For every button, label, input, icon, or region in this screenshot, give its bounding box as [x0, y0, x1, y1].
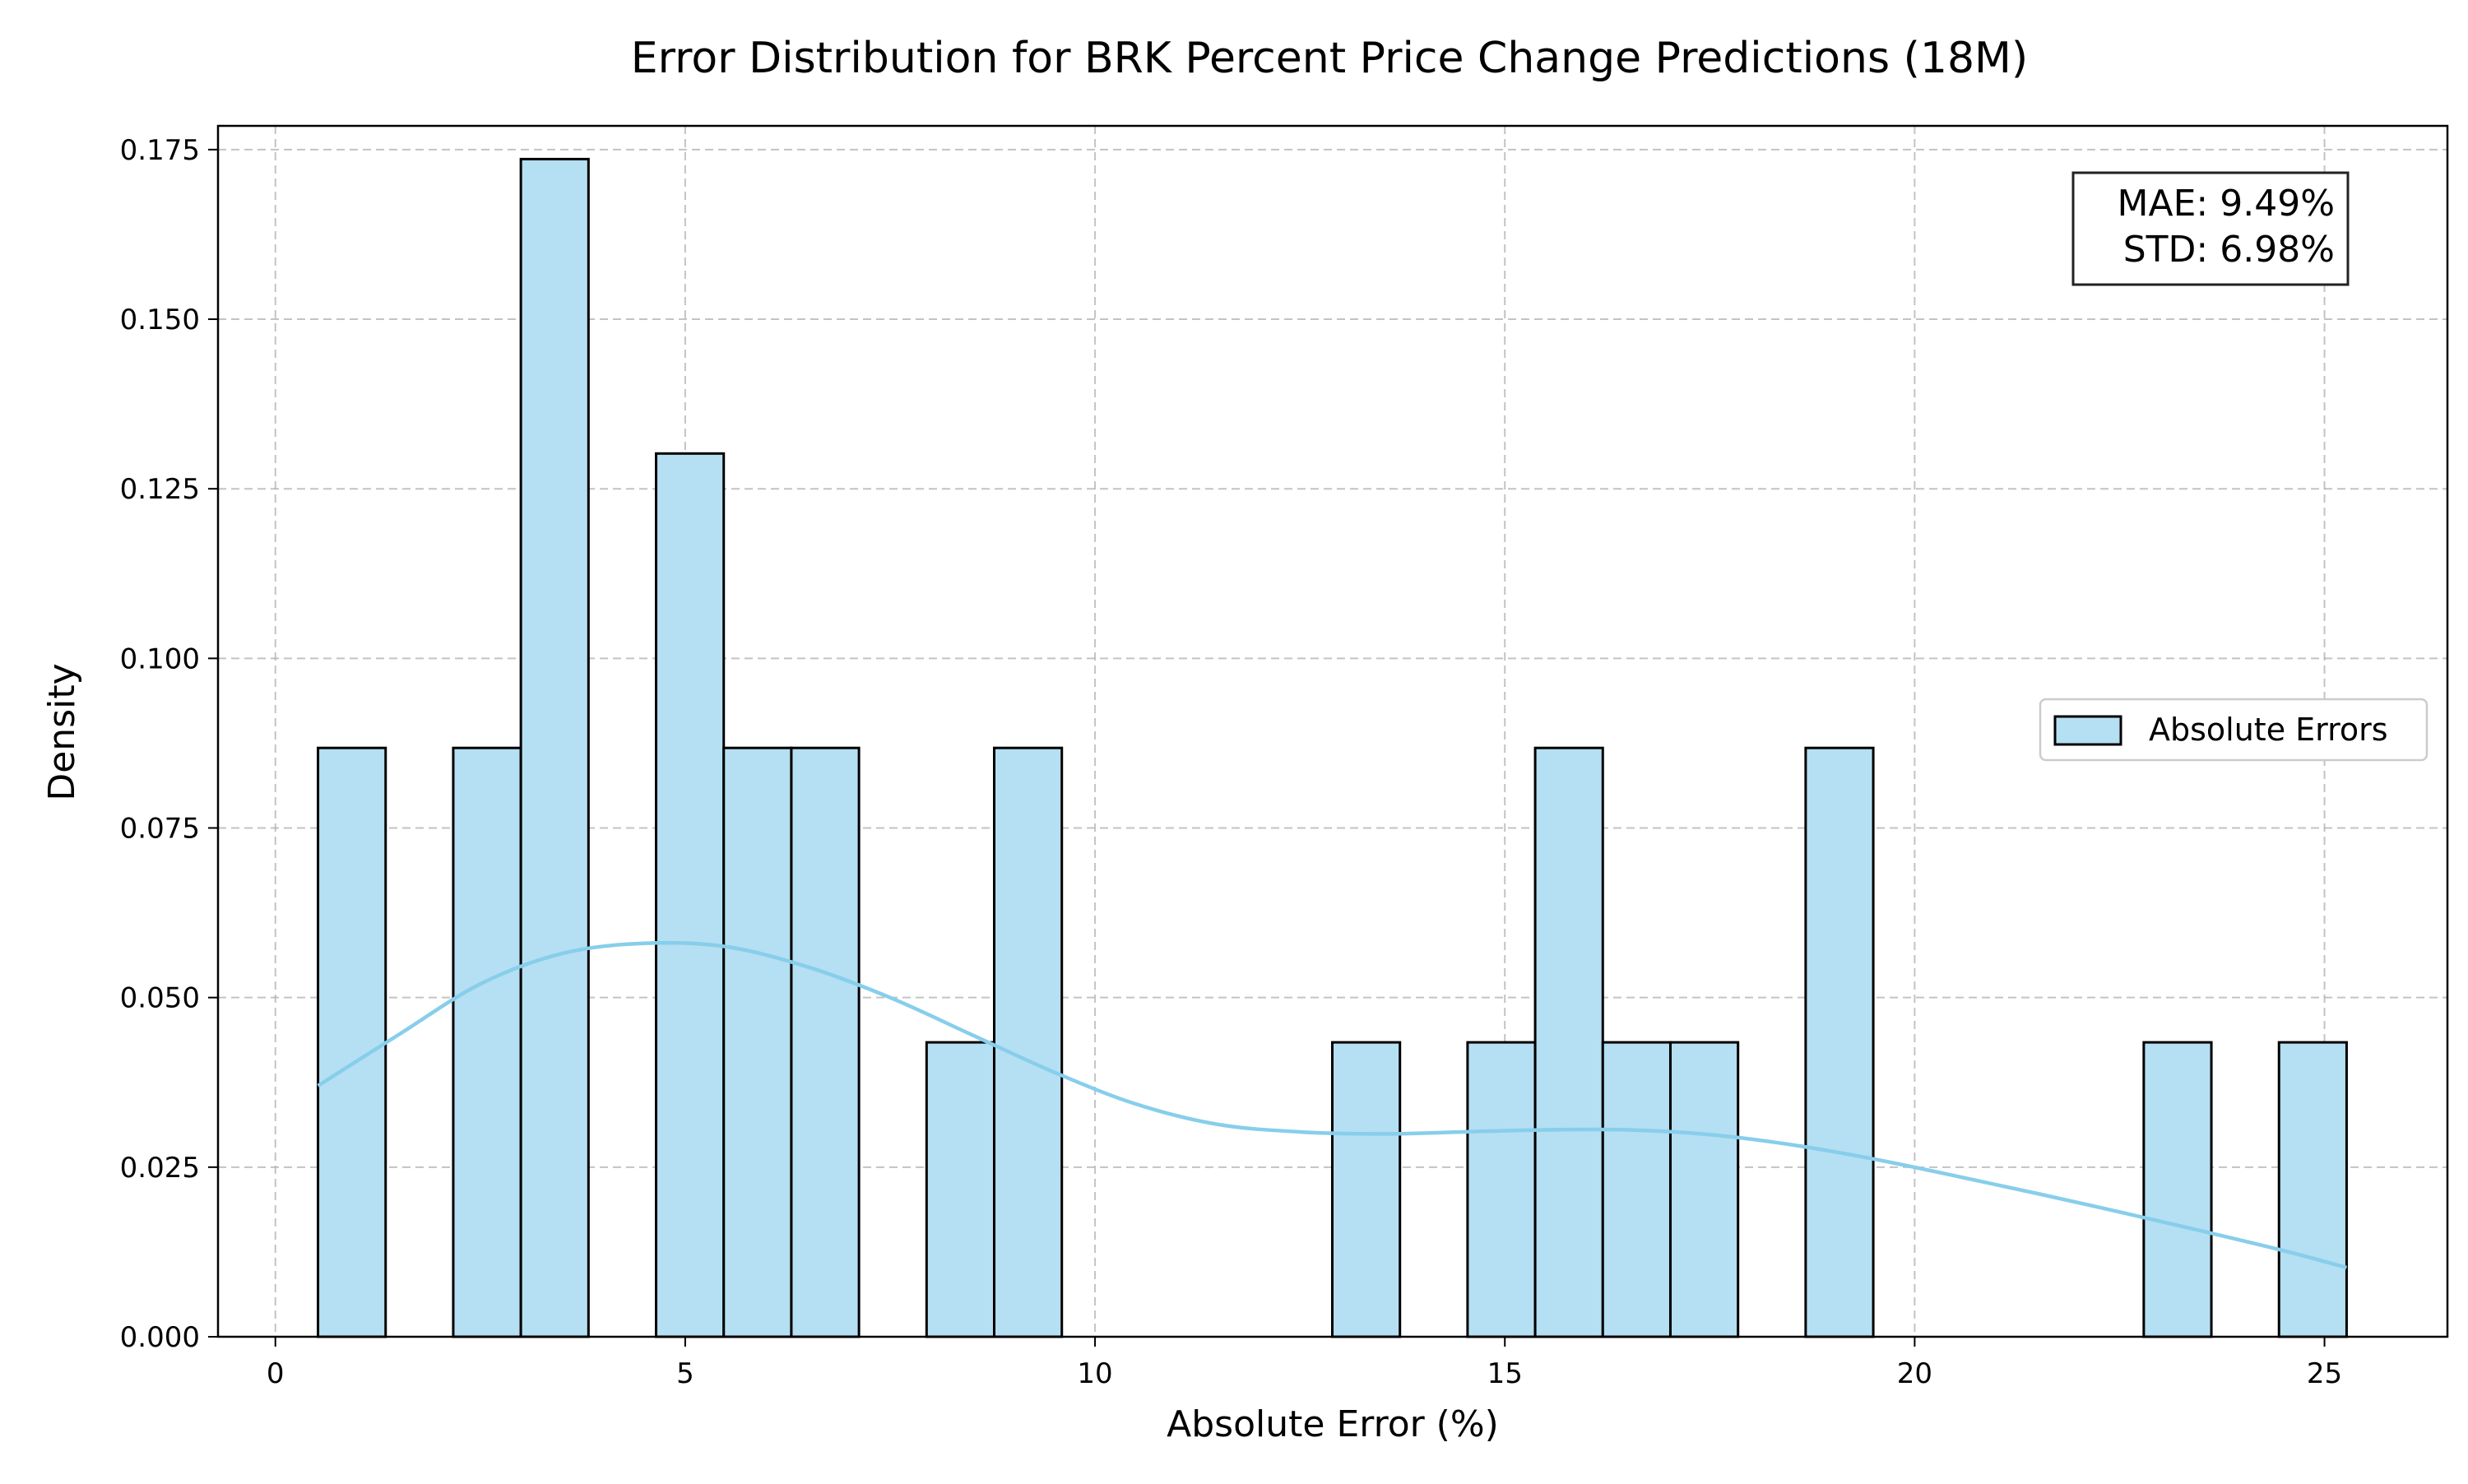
histogram-bar	[2142, 1041, 2213, 1338]
x-tick-label: 10	[1077, 1357, 1112, 1390]
y-tick-label: 0.125	[120, 473, 200, 506]
y-axis-label: Density	[41, 663, 83, 800]
chart-title: Error Distribution for BRK Percent Price…	[631, 34, 2028, 83]
stats-box	[2071, 171, 2350, 286]
histogram-bar	[1331, 1041, 1402, 1338]
histogram-bar	[722, 746, 793, 1338]
legend: Absolute Errors	[2039, 698, 2429, 762]
histogram-bar	[790, 746, 861, 1338]
histogram-bar	[993, 746, 1064, 1338]
x-tick-label: 25	[2307, 1357, 2342, 1390]
stats-annotation: MAE: 9.49% STD: 6.98%	[2071, 171, 2350, 286]
histogram-bar	[1668, 1041, 1740, 1338]
legend-swatch	[2053, 715, 2122, 746]
y-tick-label: 0.075	[120, 813, 200, 846]
legend-box	[2039, 698, 2429, 762]
y-tick-label: 0.025	[120, 1152, 200, 1185]
histogram-bar	[317, 746, 387, 1338]
legend-label: Absolute Errors	[2149, 712, 2388, 748]
y-tick-label: 0.100	[120, 642, 200, 675]
histogram-bar	[2277, 1041, 2348, 1338]
y-tick-label: 0.175	[120, 134, 200, 167]
histogram-bar	[1804, 746, 1875, 1338]
x-tick-label: 5	[676, 1357, 694, 1390]
x-tick-label: 15	[1487, 1357, 1523, 1390]
histogram-bar	[925, 1041, 996, 1338]
kde-layer	[317, 940, 2348, 1270]
kde-curve	[317, 940, 2348, 1270]
tick-layer: 0 5 10 15 20 25 0.000 0.025 0.050 0.075 0.100 0.125…	[120, 134, 2343, 1390]
stats-mae: MAE: 9.49%	[2118, 183, 2335, 225]
y-tick-label: 0.050	[120, 982, 200, 1015]
x-axis-label: Absolute Error (%)	[1167, 1403, 1499, 1445]
histogram-bar	[519, 157, 590, 1338]
y-tick-label: 0.000	[120, 1321, 200, 1354]
histogram-bar	[655, 452, 726, 1338]
histogram-bar	[1533, 746, 1604, 1338]
histogram-bar	[1466, 1041, 1537, 1338]
y-tick-label: 0.150	[120, 304, 200, 336]
stats-std: STD: 6.98%	[2123, 229, 2335, 271]
plot-frame	[216, 124, 2449, 1338]
bar-layer	[317, 157, 2348, 1338]
x-tick-label: 20	[1897, 1357, 1932, 1390]
histogram-bar	[452, 746, 522, 1338]
histogram-bar	[1601, 1041, 1672, 1338]
x-tick-label: 0	[267, 1357, 285, 1390]
